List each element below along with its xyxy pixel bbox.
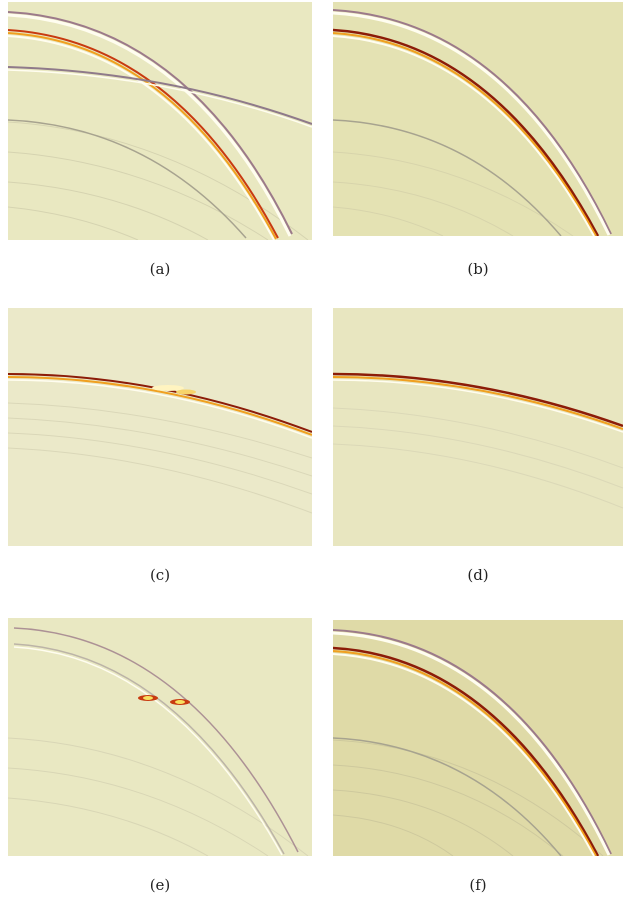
panel-f-faint-arcs <box>333 739 604 856</box>
panel-c <box>8 308 312 546</box>
panel-b-image <box>333 2 623 236</box>
panel-f <box>333 620 623 856</box>
caption-b: (b) <box>467 260 489 278</box>
panel-a-faint-arcs <box>8 121 309 240</box>
panel-d <box>333 308 623 546</box>
panel-a-crossing-arc <box>8 66 312 128</box>
caption-f: (f) <box>469 876 487 894</box>
caption-d: (d) <box>467 566 489 584</box>
panel-f-primary-arcs <box>333 629 612 856</box>
panel-e-primary-arcs <box>13 627 299 856</box>
panel-d-background <box>333 308 623 546</box>
panel-c-background <box>8 308 312 546</box>
caption-e: (e) <box>149 876 171 894</box>
panel-b-primary-arcs <box>333 9 612 236</box>
panel-e-artifacts <box>138 695 190 705</box>
panel-c-image <box>8 308 312 546</box>
panel-a-lower-arc <box>8 119 247 239</box>
panel-a-primary-arcs <box>8 11 293 240</box>
panel-d-main-arc <box>333 372 623 433</box>
panel-b <box>333 2 623 236</box>
panel-d-faint-arcs <box>333 407 623 509</box>
panel-e-background <box>8 618 312 856</box>
panel-b-lower-arc <box>333 119 562 236</box>
panel-c-artifact <box>152 385 196 395</box>
panel-a-image <box>8 2 312 240</box>
panel-f-image <box>333 620 623 856</box>
panel-f-lower-arc <box>333 737 562 856</box>
caption-a: (a) <box>149 260 171 278</box>
panel-a-background <box>8 2 312 240</box>
panel-e-image <box>8 618 312 856</box>
panel-c-faint-arcs <box>8 402 312 514</box>
panel-d-image <box>333 308 623 546</box>
panel-e <box>8 618 312 856</box>
panel-a <box>8 2 312 240</box>
panel-e-faint-arcs <box>8 737 309 856</box>
caption-c: (c) <box>149 566 171 584</box>
